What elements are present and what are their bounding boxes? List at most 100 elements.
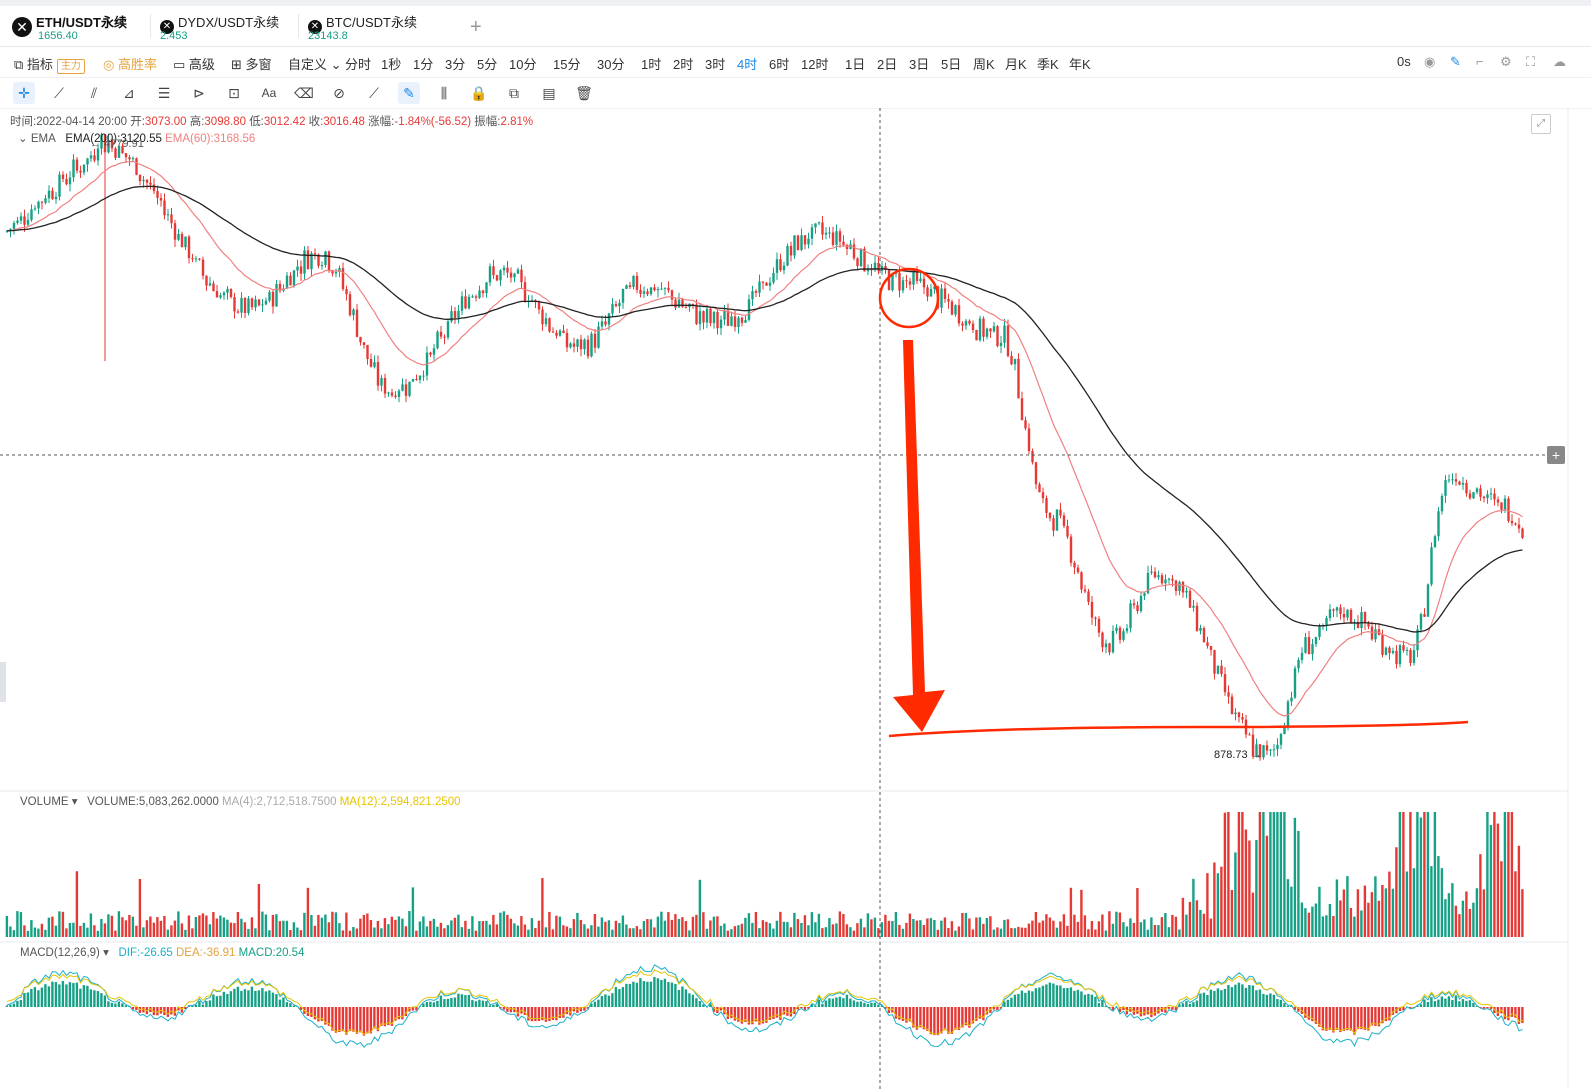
candle-body (635, 275, 639, 290)
interval-15[interactable]: 3日 (909, 57, 930, 72)
candle-body (782, 265, 786, 271)
interval-12[interactable]: 12时 (801, 57, 829, 72)
interval-0[interactable]: 1秒 (381, 57, 402, 72)
interval-19[interactable]: 季K (1037, 57, 1059, 72)
candle-body (1342, 613, 1346, 618)
interval-8[interactable]: 2时 (673, 57, 694, 72)
candle-body (719, 319, 723, 329)
lock-icon[interactable]: 🔒 (470, 85, 488, 101)
fullscreen-icon[interactable]: ⛶ (1526, 54, 1536, 69)
gear-icon[interactable]: ⚙ (1500, 54, 1512, 69)
candle-body (313, 253, 317, 255)
candle-body (432, 348, 436, 355)
macd-bar (1307, 1007, 1311, 1020)
macd-bar (635, 982, 639, 1007)
interval-11[interactable]: 6时 (769, 57, 790, 72)
expand-icon[interactable]: ⤢ (1531, 114, 1551, 134)
candle-body (474, 296, 478, 298)
interval-6[interactable]: 30分 (597, 57, 625, 72)
interval-10[interactable]: 4时 (737, 57, 758, 72)
parallel-channel-icon[interactable]: ⫽ (90, 85, 98, 101)
pencil-icon[interactable]: ✎ (1450, 54, 1461, 69)
crosshair-plus-button[interactable]: + (1547, 446, 1565, 464)
advanced-button[interactable]: ▭ 高级 (173, 57, 215, 72)
trendline-icon[interactable]: ⟋ (54, 85, 64, 101)
macd-bar (744, 1007, 747, 1022)
interval-9[interactable]: 3时 (705, 57, 726, 72)
copy-icon[interactable]: ⧉ (509, 85, 519, 101)
folder-icon: ▭ (173, 57, 189, 72)
ruler-icon[interactable]: ⟋ (369, 85, 379, 101)
volume-name[interactable]: VOLUME (20, 796, 69, 808)
interval-4[interactable]: 10分 (509, 57, 537, 72)
candle-body (1111, 631, 1115, 653)
multiwindow-button[interactable]: ⊞ 多窗 (231, 57, 272, 72)
interval-3[interactable]: 5分 (477, 57, 498, 72)
volume-bar (1391, 888, 1395, 937)
cloud-icon[interactable]: ☁ (1553, 54, 1566, 69)
sidebar-handle[interactable] (0, 662, 6, 702)
ema-name[interactable]: EMA (30, 133, 56, 145)
brush-icon[interactable]: ⊘ (333, 85, 345, 101)
macd-bar (320, 1007, 324, 1021)
collapse-chevron-icon[interactable]: ⌄ (18, 133, 31, 145)
pattern-icon[interactable]: ⊳ (193, 85, 205, 101)
erase-icon[interactable]: ⌫ (294, 85, 314, 101)
volume-bar (1398, 812, 1402, 937)
layout-icon[interactable]: ⌐ (1476, 54, 1484, 69)
volume-bar (1171, 914, 1174, 937)
volume-bar (758, 928, 761, 937)
volume-bar (1234, 852, 1237, 937)
interval-17[interactable]: 周K (973, 57, 995, 72)
macd-bar (551, 1007, 555, 1020)
interval-timeshare[interactable]: 分时 (345, 57, 372, 72)
interval-13[interactable]: 1日 (845, 57, 866, 72)
custom-dropdown[interactable]: 自定义 ⌄ (288, 57, 342, 72)
horizontal-lines-icon[interactable]: ☰ (157, 85, 171, 101)
pen-icon[interactable]: ✎ (398, 82, 420, 104)
macd-bar (1206, 994, 1209, 1007)
candle-body (1398, 645, 1402, 665)
measure-icon[interactable]: ⊡ (228, 85, 240, 101)
macd-bar (110, 1002, 114, 1007)
crosshair-icon[interactable]: ✛ (13, 82, 35, 104)
camera-icon[interactable]: ◉ (1424, 54, 1436, 69)
indicator-button[interactable]: ⧉ 指标 主力 (14, 54, 85, 74)
volume-bar (1069, 887, 1073, 937)
volume-value: VOLUME:5,083,262.0000 (87, 796, 219, 808)
add-tab-icon[interactable]: + (470, 16, 482, 38)
interval-1[interactable]: 1分 (413, 57, 434, 72)
volume-legend: VOLUME ▾ VOLUME:5,083,262.0000 MA(4):2,7… (20, 794, 461, 808)
winrate-button[interactable]: ◎ 高胜率 (103, 57, 157, 72)
candle-body (362, 342, 366, 346)
candle-body (142, 179, 145, 182)
candle-body (803, 235, 807, 245)
caret-down-icon[interactable]: ▾ (99, 947, 113, 959)
text-icon[interactable]: Aa (261, 86, 277, 100)
fib-icon[interactable]: ⊿ (123, 85, 135, 101)
candle-body (1283, 727, 1286, 735)
interval-16[interactable]: 5日 (941, 57, 962, 72)
macd-name[interactable]: MACD(12,26,9) (20, 947, 100, 959)
volume-bar (996, 927, 999, 937)
layers-icon[interactable]: ▤ (542, 85, 556, 101)
interval-14[interactable]: 2日 (877, 57, 898, 72)
candle-icon[interactable]: ⫼ (440, 85, 448, 101)
macd-bar (1108, 1007, 1111, 1009)
volume-bar (282, 920, 285, 937)
volume-bar (1003, 919, 1006, 937)
macd-bar (1251, 985, 1255, 1007)
volume-bar (1290, 886, 1293, 937)
caret-down-icon[interactable]: ▾ (68, 796, 81, 808)
trash-icon[interactable]: 🗑 (575, 85, 593, 101)
interval-5[interactable]: 15分 (553, 57, 581, 72)
macd-bar (1167, 1007, 1171, 1009)
interval-7[interactable]: 1时 (641, 57, 662, 72)
macd-bar (289, 1003, 292, 1007)
candle-body (1258, 744, 1262, 758)
interval-20[interactable]: 年K (1069, 57, 1091, 72)
interval-18[interactable]: 月K (1005, 57, 1027, 72)
candle-body (1006, 325, 1010, 356)
interval-2[interactable]: 3分 (445, 57, 466, 72)
